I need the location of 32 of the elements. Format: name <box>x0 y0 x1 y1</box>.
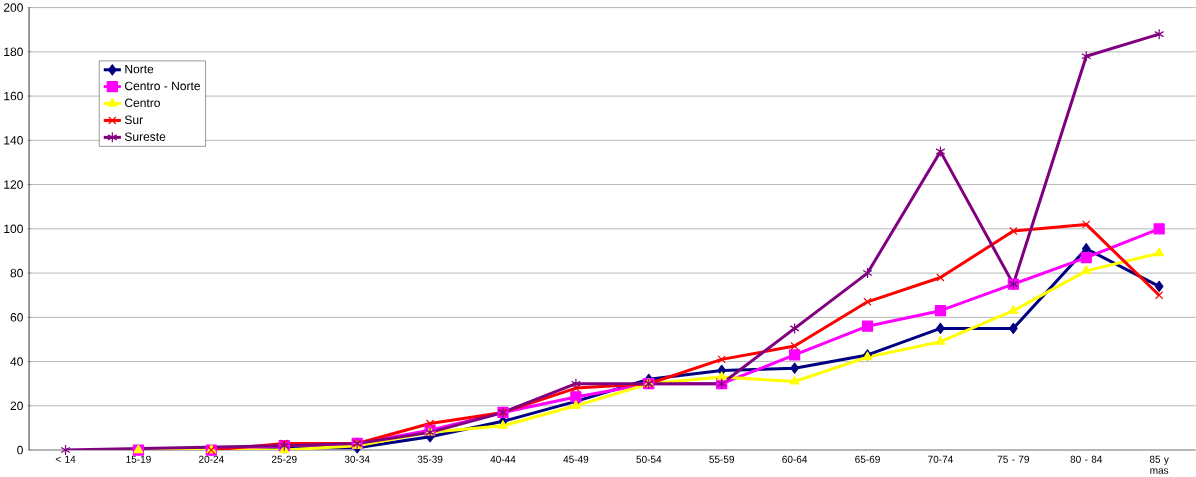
y-tick-label: 120 <box>4 180 23 189</box>
y-tick-label: 0 <box>17 445 23 455</box>
x-tick-label: 60-64 <box>782 455 808 463</box>
x-tick-label: 25-29 <box>271 455 297 463</box>
x-tick-label: 20-24 <box>199 455 224 463</box>
y-tick-label: 40 <box>10 357 23 366</box>
x-tick-label: 45-49 <box>563 455 589 463</box>
legend-label: Centro - Norte <box>125 81 200 91</box>
x-tick-label: 65-69 <box>855 455 880 463</box>
y-tick-label: 80 <box>10 268 23 278</box>
legend-label: Sureste <box>124 132 166 141</box>
x-tick-label: 40-44 <box>490 455 516 463</box>
x-tick-label: 50-54 <box>636 455 662 463</box>
x-tick-label: 35-39 <box>417 455 443 463</box>
y-tick-label: 100 <box>4 224 23 233</box>
legend-label: Sur <box>124 115 143 124</box>
y-tick-label: 60 <box>10 312 23 322</box>
y-tick-label: 160 <box>4 91 23 101</box>
x-tick-label: < 14 <box>55 455 76 463</box>
x-tick-label: 80 - 84 <box>1070 455 1103 463</box>
x-tick-label: 85 y mas <box>1149 455 1169 474</box>
y-tick-label: 180 <box>4 47 23 56</box>
x-tick-label: 70-74 <box>928 455 953 463</box>
y-tick-label: 20 <box>10 401 23 410</box>
legend-label: Centro <box>125 98 160 107</box>
legend-label: Norte <box>125 64 154 74</box>
y-tick-label: 200 <box>3 3 23 12</box>
x-tick-label: 30-34 <box>344 455 370 463</box>
x-tick-label: 15-19 <box>126 455 151 463</box>
x-tick-label: 55-59 <box>709 455 735 463</box>
y-tick-label: 140 <box>4 135 23 145</box>
x-tick-label: 75 - 79 <box>997 455 1030 463</box>
